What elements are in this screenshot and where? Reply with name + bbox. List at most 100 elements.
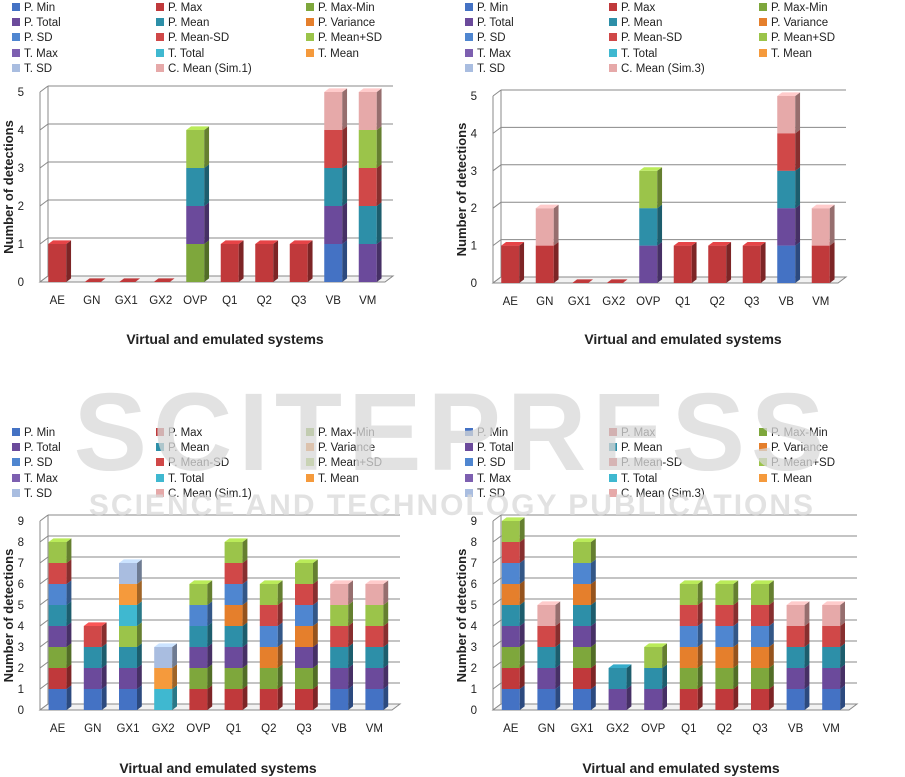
bar-segment [501,685,525,710]
bar-face [259,689,278,710]
y-tick-label: 2 [18,201,24,213]
bar-side [172,685,177,710]
bar-segment [358,202,382,244]
bar-side [769,685,774,710]
bar-side [137,643,142,668]
legend-label: P. Mean [621,17,663,30]
bar-side [137,664,142,689]
legend-swatch [759,428,767,436]
bar-side [840,622,845,647]
bar-segment [358,164,382,206]
legend-swatch [306,18,314,27]
bar-face [715,626,734,647]
bar-face [644,668,663,689]
bar-face [186,130,205,168]
bar-segment [537,664,561,689]
bar-segment [295,643,318,668]
legend-label: P. Total [24,442,61,455]
bar-face [644,647,663,668]
bar-face [324,130,343,168]
bar-face [224,626,243,647]
legend-swatch [156,33,164,42]
bar-side [101,664,107,689]
bar-side [591,643,596,668]
bar-side [840,643,845,668]
bar-face [679,668,698,689]
bar-segment [224,559,248,584]
bar-segment [48,664,72,689]
legend-swatch [609,473,617,482]
bar-side [697,601,703,626]
legend-swatch [609,428,617,436]
legend-swatch [156,3,164,11]
bar-segment [822,664,845,689]
bar-face [119,626,137,647]
legend-swatch [306,33,314,42]
bar-segment [679,580,703,605]
bar-segment [324,88,348,130]
bar-side [66,685,72,710]
bar-segment [83,664,107,689]
bar-side [697,664,703,689]
bar-face [83,668,102,689]
gridline-depth [39,661,49,669]
bar-segment [822,643,845,668]
legend-swatch [156,458,164,467]
x-tick-label: AE [503,296,519,308]
bar-side [383,643,389,668]
x-tick-label: GN [536,296,553,308]
legend-swatch [759,48,767,57]
bar-segment [537,601,561,626]
x-tick-label: Q2 [710,296,725,308]
bar-top [365,580,389,584]
x-axis-title: Virtual and emulated systems [126,331,324,347]
legend-swatch [465,33,473,42]
bar-top [608,664,632,668]
bar-side [137,559,142,584]
bar-face [224,584,243,605]
bar-side [242,643,248,668]
y-tick-label: 6 [18,579,24,591]
bar-segment [189,664,213,689]
y-tick-label: 2 [471,203,477,215]
bar-face [501,626,520,647]
legend-entry: P. Max [156,427,202,439]
bar-face [777,245,796,283]
bar-face [537,605,556,626]
bar-segment [751,643,774,668]
legend-swatch [759,443,767,452]
bar-side [840,664,845,689]
x-tick-label: GX1 [116,723,139,735]
legend-entry: T. SD [465,63,505,75]
legend-swatch [465,443,473,452]
y-tick-label: 3 [471,642,477,654]
bar-side [101,622,107,647]
legend-entry: P. Total [465,442,514,454]
legend-swatch [156,443,164,452]
bar-face [715,668,734,689]
bar-segment [186,126,210,168]
bar-segment [573,559,596,584]
bar-segment [535,204,559,246]
bar-face [673,245,692,283]
legend-entry: P. Max-Min [759,2,828,14]
gridline-depth [39,237,49,245]
legend-swatch [465,458,473,467]
bar-face [786,605,805,626]
bar-face [358,206,377,244]
legend-label: T. SD [477,487,506,500]
bar-face [224,563,243,584]
bar-segment [48,559,72,584]
bar-top [786,601,810,605]
y-tick-label: 9 [18,516,24,528]
bar-face [324,206,343,244]
bar-segment [220,240,244,282]
y-axis-title: Number of detections [454,549,469,683]
bar-face [189,647,208,668]
y-tick-label: 5 [18,600,24,612]
legend-entry: P. Min [465,427,508,439]
bar-side [313,601,318,626]
bar-side [242,580,248,605]
y-tick-label: 7 [18,558,24,570]
bar-segment [673,242,697,283]
